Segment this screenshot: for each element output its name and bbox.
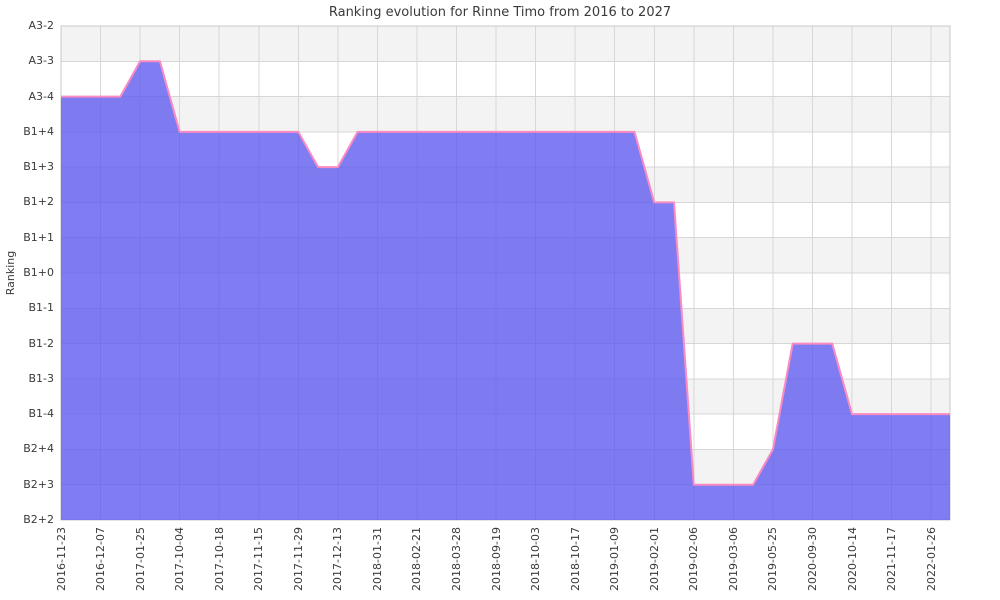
y-tick-label: B2+4 (23, 442, 54, 456)
x-tick-label: 2016-12-07 (94, 527, 108, 591)
x-tick-label: 2017-10-18 (212, 527, 226, 591)
x-tick-label: 2018-10-17 (568, 527, 582, 591)
y-tick-label: B1+2 (23, 195, 54, 209)
y-tick-label: B1+1 (23, 230, 54, 244)
ranking-line (61, 60, 950, 486)
y-tick-label: B1+3 (23, 160, 54, 174)
x-tick-label: 2017-01-25 (133, 527, 147, 591)
y-tick-label: B1+4 (23, 124, 54, 138)
plot-band (61, 26, 950, 62)
x-tick-label: 2017-12-13 (331, 527, 345, 591)
x-tick-label: 2020-10-14 (845, 527, 859, 591)
x-tick-label: 2017-11-15 (252, 527, 266, 591)
y-tick-label: B1+0 (23, 266, 54, 279)
x-tick-label: 2018-01-31 (370, 527, 384, 591)
x-tick-label: 2017-11-29 (291, 527, 305, 591)
x-tick-label: 2019-02-06 (687, 527, 701, 591)
x-tick-label: 2019-05-25 (766, 527, 780, 591)
x-tick-label: 2019-02-01 (647, 527, 661, 591)
y-tick-label: B2+2 (23, 513, 54, 526)
y-tick-label: A3-3 (28, 54, 55, 68)
x-tick-label: 2018-03-28 (450, 527, 463, 591)
y-tick-label: A3-4 (28, 89, 55, 103)
x-tick-label: 2020-09-30 (805, 527, 819, 591)
y-tick-label: B1-1 (28, 301, 54, 315)
y-tick-label: B2+3 (23, 477, 54, 491)
x-tick-label: 2018-02-21 (410, 527, 424, 591)
x-tick-label: 2018-09-19 (489, 527, 503, 591)
ranking-area (61, 61, 950, 521)
x-tick-label: 2022-01-26 (924, 527, 938, 591)
x-tick-label: 2017-10-04 (173, 527, 187, 591)
y-tick-label: B1-2 (28, 336, 54, 350)
plot-band (61, 96, 950, 132)
x-tick-label: 2019-03-06 (726, 527, 740, 591)
x-tick-label: 2021-11-17 (885, 527, 899, 591)
chart-title: Ranking evolution for Rinne Timo from 20… (328, 5, 672, 20)
y-tick-label: B1-3 (28, 371, 54, 385)
x-tick-label: 2016-11-23 (54, 527, 68, 591)
y-tick-label: A3-2 (28, 19, 55, 32)
x-tick-label: 2019-01-09 (608, 527, 622, 591)
x-tick-label: 2018-10-03 (529, 527, 543, 591)
y-tick-label: B1-4 (28, 407, 54, 421)
